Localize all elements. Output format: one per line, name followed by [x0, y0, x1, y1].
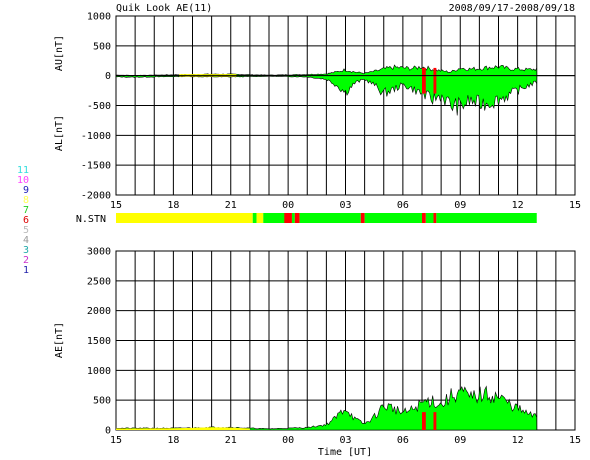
ae-axis-label: AE[nT] — [54, 322, 65, 358]
station-bar-segment — [294, 213, 300, 223]
station-legend-entry: 9 — [23, 185, 29, 196]
station-bar-label: N.STN — [76, 214, 106, 225]
au-al-x-tick-label: 18 — [167, 200, 179, 211]
au-al-y-tick-label: -1000 — [81, 131, 111, 142]
au-al-x-tick-label: 15 — [110, 200, 122, 211]
station-legend-entry: 10 — [17, 175, 29, 186]
ae-red-highlight — [433, 412, 437, 430]
station-bar-segment — [360, 213, 365, 223]
ae-x-tick-label: 12 — [512, 435, 524, 446]
station-legend-entry: 11 — [17, 165, 29, 176]
station-legend-entry: 2 — [23, 255, 29, 266]
station-bar-segment — [263, 213, 289, 223]
ae-x-tick-label: 21 — [225, 435, 237, 446]
station-count-bar — [116, 213, 537, 223]
au-al-y-tick-label: -2000 — [81, 191, 111, 202]
x-axis-label: Time [UT] — [318, 447, 372, 458]
station-legend-entry: 1 — [23, 265, 29, 276]
au-al-x-tick-label: 12 — [512, 200, 524, 211]
station-bar-segment — [252, 213, 257, 223]
station-legend-entry: 5 — [23, 225, 29, 236]
station-bar-segment — [291, 213, 295, 223]
station-bar-segment — [299, 213, 361, 223]
au-al-y-tick-label: 500 — [93, 41, 111, 52]
ae-x-tick-label: 15 — [569, 435, 581, 446]
ae-x-tick-label: 18 — [167, 435, 179, 446]
ae-x-tick-label: 03 — [339, 435, 351, 446]
au-al-x-tick-label: 09 — [454, 200, 466, 211]
ae-x-tick-label: 06 — [397, 435, 409, 446]
ae-y-tick-label: 500 — [93, 396, 111, 407]
ae-y-tick-label: 2000 — [87, 306, 111, 317]
au-al-y-tick-label: -500 — [87, 101, 111, 112]
station-legend-entry: 3 — [23, 245, 29, 256]
station-bar-segment — [433, 213, 437, 223]
au-al-x-tick-label: 00 — [282, 200, 294, 211]
ae-x-tick-label: 00 — [282, 435, 294, 446]
au-al-x-tick-label: 21 — [225, 200, 237, 211]
station-legend-entry: 6 — [23, 215, 29, 226]
station-bar-segment — [256, 213, 264, 223]
station-bar-segment — [116, 213, 253, 223]
au-al-red-highlight — [433, 67, 437, 94]
station-legend-entry: 4 — [23, 235, 29, 246]
au-al-y-tick-label: 1000 — [87, 12, 111, 23]
ae-y-tick-label: 2500 — [87, 276, 111, 287]
station-bar-segment — [364, 213, 422, 223]
au-al-red-highlight — [422, 67, 426, 94]
au-al-x-tick-label: 03 — [339, 200, 351, 211]
au-al-y-tick-label: -1500 — [81, 161, 111, 172]
station-bar-segment — [284, 213, 292, 223]
au-axis-label: AU[nT] — [54, 35, 65, 71]
ae-y-tick-label: 3000 — [87, 247, 111, 258]
station-legend-entry: 8 — [23, 195, 29, 206]
station-legend-entry: 7 — [23, 205, 29, 216]
au-al-x-tick-label: 15 — [569, 200, 581, 211]
ae-y-tick-label: 1000 — [87, 366, 111, 377]
au-al-y-tick-label: 0 — [105, 71, 111, 82]
ae-yellow-area — [116, 427, 250, 430]
chart-title: Quik Look AE(11) — [116, 3, 212, 14]
date-range: 2008/09/17-2008/09/18 — [449, 3, 575, 14]
al-axis-label: AL[nT] — [54, 115, 65, 151]
ae-x-tick-label: 15 — [110, 435, 122, 446]
station-bar-segment — [425, 213, 434, 223]
ae-y-tick-label: 1500 — [87, 336, 111, 347]
ae-red-highlight — [422, 412, 426, 430]
ae-y-tick-label: 0 — [105, 426, 111, 437]
au-al-x-tick-label: 06 — [397, 200, 409, 211]
ae-x-tick-label: 09 — [454, 435, 466, 446]
station-bar-segment — [422, 213, 426, 223]
station-bar-segment — [436, 213, 537, 223]
